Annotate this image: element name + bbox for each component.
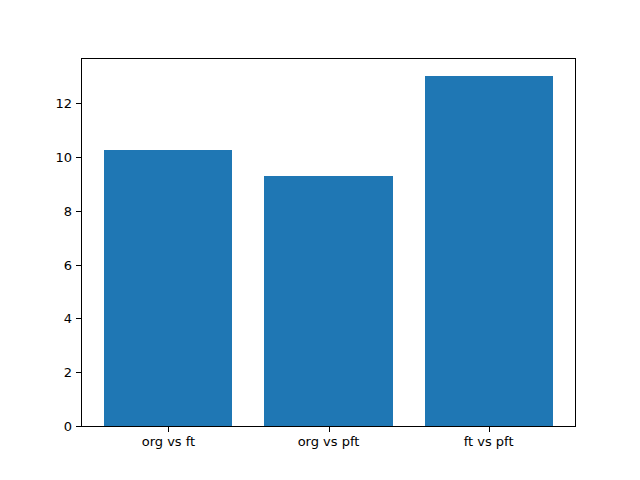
- x-tick-label: org vs ft: [88, 434, 248, 450]
- y-tick-label: 10: [28, 150, 72, 166]
- y-tick-mark: [76, 157, 81, 158]
- y-tick-label: 8: [28, 204, 72, 220]
- x-tick-mark: [168, 427, 169, 432]
- y-tick-label: 6: [28, 258, 72, 274]
- x-tick-label: org vs pft: [249, 434, 409, 450]
- y-tick-mark: [76, 265, 81, 266]
- x-tick-mark: [329, 427, 330, 432]
- y-tick-mark: [76, 372, 81, 373]
- y-tick-mark: [76, 211, 81, 212]
- y-tick-label: 4: [28, 311, 72, 327]
- plot-area: [81, 58, 576, 427]
- y-tick-mark: [76, 426, 81, 427]
- y-tick-label: 2: [28, 365, 72, 381]
- x-tick-mark: [489, 427, 490, 432]
- bar-org-vs-pft: [264, 176, 392, 426]
- bar-org-vs-ft: [104, 150, 232, 426]
- y-tick-mark: [76, 318, 81, 319]
- y-tick-mark: [76, 103, 81, 104]
- y-tick-label: 0: [28, 419, 72, 435]
- figure-canvas: org vs ftorg vs pftft vs pft 0 2 4 6 8 10 12: [0, 0, 640, 480]
- x-tick-label: ft vs pft: [409, 434, 569, 450]
- y-tick-label: 12: [28, 96, 72, 112]
- bar-ft-vs-pft: [425, 76, 553, 426]
